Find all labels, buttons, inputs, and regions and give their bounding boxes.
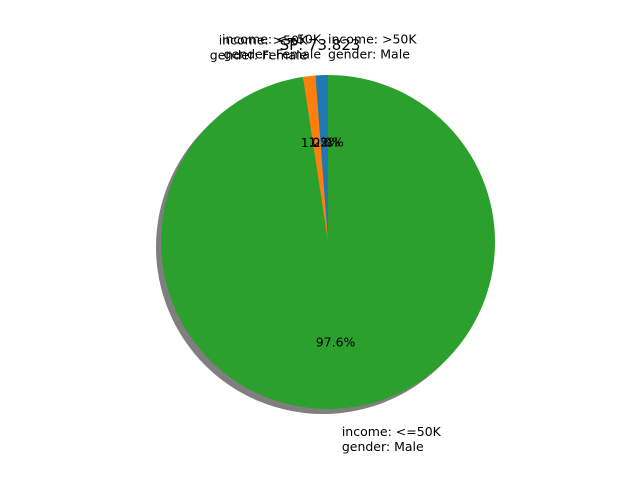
slice-label-line: gender: Female	[210, 47, 308, 62]
slice-label: income: <=50K gender: Female	[222, 31, 322, 61]
slice-label-line: gender: Male	[328, 46, 410, 61]
slice-label-line: gender: Male	[342, 439, 424, 454]
slice-label-line: gender: Female	[224, 46, 322, 61]
pie-slice	[315, 75, 328, 242]
slice-label-line: income: >50K	[219, 32, 308, 47]
slice-label-line: income: <=50K	[222, 31, 322, 46]
slice-label-line: income: >50K	[328, 31, 417, 46]
chart-title: SP: 73.823	[280, 36, 361, 54]
slice-percent-label: 1.2%	[301, 135, 333, 150]
percent-labels: 1.2%1.2% 97.6% 0.0%	[301, 134, 356, 349]
pie-slice	[302, 75, 328, 243]
slice-percent-label: 1.2%	[308, 134, 340, 149]
slice-label: income: >50K gender: Female	[210, 32, 308, 62]
slice-percent-label: 97.6%	[316, 334, 356, 349]
slice-percent-label: 0.0%	[312, 134, 344, 149]
slice-label-line: income: <=50K	[342, 424, 442, 439]
pie-slices	[161, 75, 495, 409]
slice-label: income: >50K gender: Male	[328, 31, 417, 61]
slice-label: income: <=50K gender: Male	[342, 424, 442, 454]
pie-slice	[161, 75, 495, 409]
